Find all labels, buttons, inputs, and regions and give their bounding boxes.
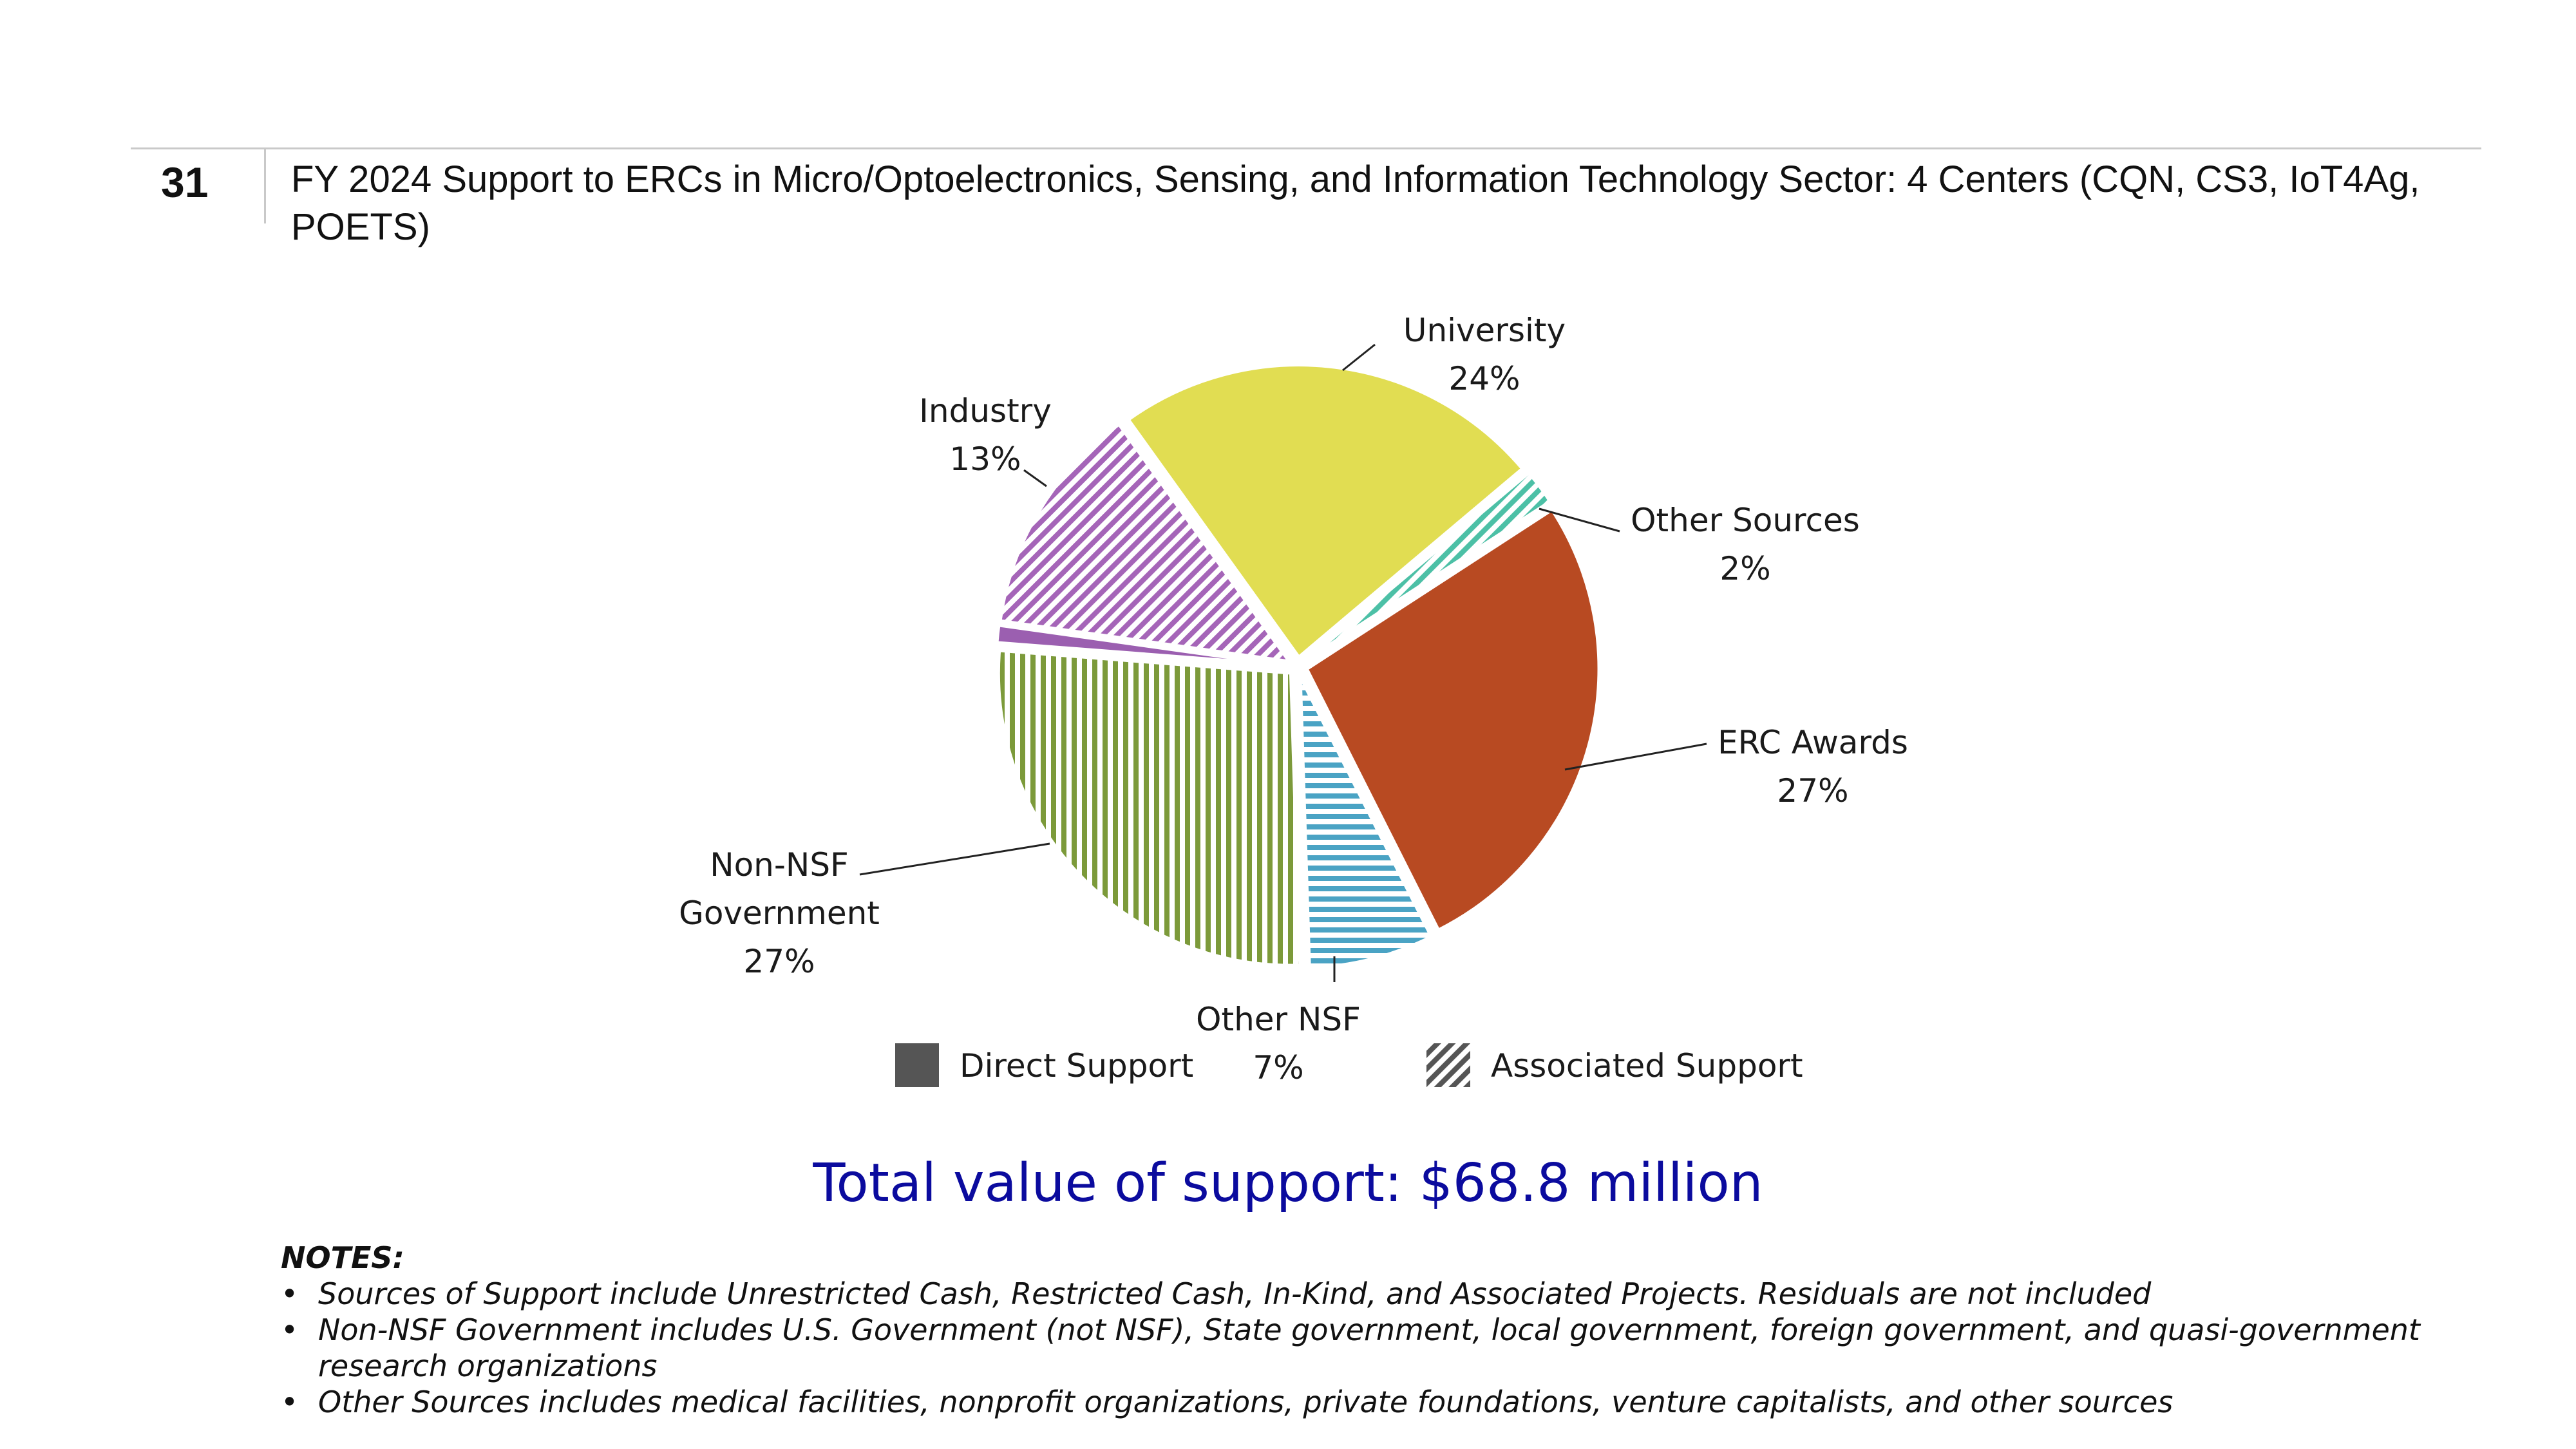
leader-line [1023,469,1047,488]
slice-label: Other Sources 2% [1631,502,1860,587]
pie-labels: ERC Awards 27% Other NSF 7% Non-NSF Governmen… [679,312,1908,1086]
notes-heading: NOTES: [281,1240,404,1275]
total-support: Total value of support: $68.8 million [813,1153,1763,1214]
leader-line [1539,507,1620,533]
leader-line [859,842,1050,876]
header-rule [131,147,2481,149]
legend-swatch [895,1043,939,1087]
pie-slice-industry [998,421,1294,665]
slide-title: FY 2024 Support to ERCs in Micro/Optoele… [291,158,2420,248]
pie-slice-erc-awards [1303,506,1602,933]
note-item: Other Sources includes medical facilitie… [281,1384,2470,1420]
pie-slice-other-sources [1303,469,1553,663]
pie-chart: ERC Awards 27% Other NSF 7% Non-NSF Governmen… [679,312,1908,1087]
note-item: Sources of Support include Unrestricted … [281,1276,2470,1312]
legend-swatch [1426,1043,1470,1087]
notes-list: Sources of Support include Unrestricted … [281,1276,2470,1420]
slice-label: ERC Awards 27% [1718,724,1908,810]
legend-label: Direct Support [960,1047,1193,1084]
slice-label: University 24% [1403,312,1566,397]
slice-label: Industry 13% [919,392,1052,478]
leader-line [1564,743,1707,771]
pie-slice-university [1125,363,1526,661]
pie-slice-non-nsf-government [996,648,1303,968]
slice-label: Non-NSF Government 27% [679,846,880,980]
pie-slice-other-nsf [1298,674,1435,971]
pie-slices [994,363,1602,971]
slice-label: Other NSF 7% [1196,1001,1361,1086]
slide-number: 31 [161,158,209,206]
header-divider [264,149,266,223]
legend-label: Associated Support [1491,1047,1803,1084]
leader-line [1342,343,1376,372]
notes-section: NOTES: Sources of Support include Unrest… [281,1240,2470,1420]
pie-slice-unlabeled [994,622,1289,668]
note-item: Non-NSF Government includes U.S. Governm… [281,1312,2470,1384]
chart-legend: Direct Support Associated Support [895,1043,1803,1087]
